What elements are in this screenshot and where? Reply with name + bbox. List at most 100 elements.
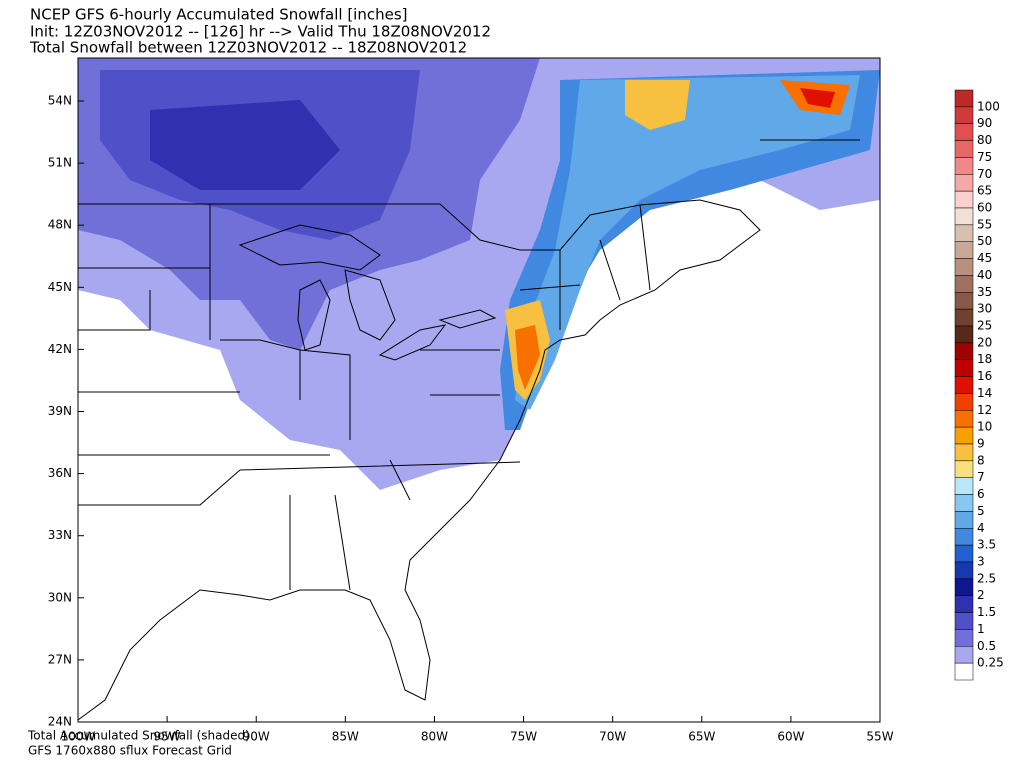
colorbar-label: 9: [977, 437, 985, 451]
color-swatch: [954, 359, 974, 377]
footer-text: Total Accumulated Snowfall (shaded): [27, 729, 250, 743]
colorbar-label: 40: [977, 268, 992, 282]
longitude-label: 100W: [61, 730, 96, 744]
longitude-label: 65W: [688, 730, 715, 744]
color-swatch: [954, 561, 974, 580]
color-swatch: [954, 629, 974, 647]
colorbar-label: 35: [977, 285, 992, 299]
color-swatch: [954, 595, 974, 613]
color-swatch: [954, 544, 974, 563]
colorbar-label: 100: [977, 99, 1000, 113]
color-swatch: [954, 662, 974, 681]
color-swatch: [954, 140, 974, 158]
latitude-label: 48N: [48, 218, 72, 232]
colorbar-label: 1: [977, 622, 985, 636]
latitude-label: 54N: [48, 94, 72, 108]
color-swatch: [954, 308, 974, 327]
title: NCEP GFS 6-hourly Accumulated Snowfall […: [30, 6, 408, 24]
colorbar-label: 3.5: [977, 538, 996, 552]
colorbar-label: 4: [977, 521, 985, 535]
color-swatch: [954, 460, 974, 478]
longitude-label: 75W: [510, 730, 537, 744]
subtitle: Init: 12Z03NOV2012 -- [126] hr --> Valid…: [30, 23, 491, 41]
footer-text: GFS 1760x880 sflux Forecast Grid: [28, 744, 232, 758]
colorbar-label: 2: [977, 588, 985, 602]
subtitle: Total Snowfall between 12Z03NOV2012 -- 1…: [29, 39, 467, 57]
longitude-label: 95W: [154, 730, 181, 744]
colorbar-label: 7: [977, 470, 985, 484]
latitude-label: 24N: [48, 715, 72, 729]
color-swatch: [954, 494, 974, 512]
colorbar-label: 18: [977, 352, 992, 366]
colorbar-label: 80: [977, 133, 992, 147]
longitude-label: 70W: [599, 730, 626, 744]
color-swatch: [954, 426, 974, 445]
colorbar-label: 16: [977, 369, 992, 383]
color-swatch: [954, 325, 974, 344]
color-swatch: [954, 578, 974, 596]
color-swatch: [954, 612, 974, 630]
color-swatch: [954, 477, 974, 495]
colorbar-label: 3: [977, 555, 985, 569]
colorbar-label: 10: [977, 420, 992, 434]
colorbar-label: 90: [977, 116, 992, 130]
map-area: [77, 57, 881, 723]
colorbar-label: 8: [977, 453, 985, 467]
colorbar: 1009080757065605550454035302520181614121…: [954, 89, 1004, 681]
color-swatch: [954, 241, 974, 259]
longitude-label: 85W: [332, 730, 359, 744]
longitude-label: 60W: [777, 730, 804, 744]
latitude-labels: 54N 51N 48N 45N 42N 39N 36N 33N 30N 27N 24N: [48, 94, 84, 729]
latitude-label: 27N: [48, 652, 72, 666]
colorbar-label: 55: [977, 217, 992, 231]
colorbar-label: 30: [977, 302, 992, 316]
color-swatch: [954, 292, 974, 310]
color-swatch: [954, 190, 974, 209]
colorbar-label: 25: [977, 319, 992, 333]
colorbar-label: 65: [977, 184, 992, 198]
colorbar-label: 70: [977, 167, 992, 181]
latitude-label: 36N: [48, 466, 72, 480]
color-swatch: [954, 443, 974, 462]
color-swatch: [954, 646, 974, 664]
latitude-label: 51N: [48, 156, 72, 170]
color-swatch: [954, 376, 974, 394]
colorbar-label: 6: [977, 487, 985, 501]
latitude-label: 42N: [48, 342, 72, 356]
latitude-label: 33N: [48, 528, 72, 542]
colorbar-label: 5: [977, 504, 985, 518]
map-frame: [77, 57, 881, 723]
latitude-label: 30N: [48, 590, 72, 604]
longitude-label: 55W: [866, 730, 893, 744]
color-swatch: [954, 123, 974, 141]
colorbar-label: 12: [977, 403, 992, 417]
colorbar-label: 50: [977, 234, 992, 248]
color-swatch: [954, 342, 974, 360]
colorbar-label: 1.5: [977, 605, 996, 619]
color-swatch: [954, 207, 974, 226]
colorbar-label: 0.5: [977, 639, 996, 653]
color-swatch: [954, 258, 974, 276]
color-swatch: [954, 393, 974, 411]
colorbar-label: 0.25: [977, 656, 1004, 670]
color-swatch: [954, 157, 974, 175]
colorbar-label: 75: [977, 150, 992, 164]
latitude-label: 45N: [48, 280, 72, 294]
color-swatch: [954, 174, 974, 192]
longitude-label: 90W: [243, 730, 270, 744]
color-swatch: [954, 528, 974, 546]
color-swatch: [954, 89, 974, 108]
boundaries: [78, 139, 860, 721]
longitude-labels: 100W 95W 90W 85W 80W 75W 70W 65W 60W 55W: [61, 716, 894, 744]
color-swatch: [954, 511, 974, 529]
colorbar-label: 45: [977, 251, 992, 265]
colorbar-label: 60: [977, 201, 992, 215]
longitude-label: 80W: [421, 730, 448, 744]
colorbar-label: 20: [977, 335, 992, 349]
colorbar-label: 2.5: [977, 571, 996, 585]
latitude-label: 39N: [48, 404, 72, 418]
colorbar-label: 14: [977, 386, 992, 400]
color-swatch: [954, 410, 974, 428]
